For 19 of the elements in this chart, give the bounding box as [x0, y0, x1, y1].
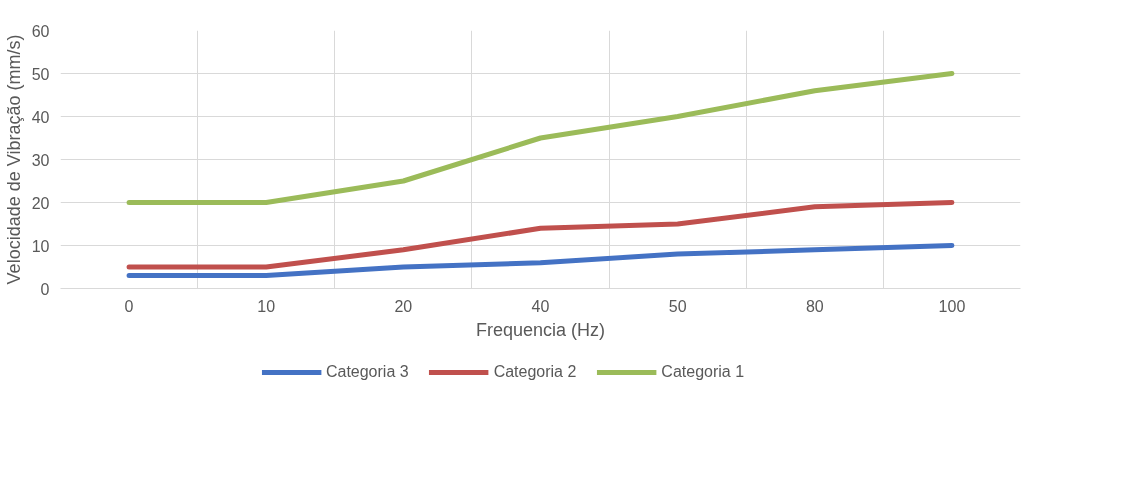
- y-tick-label: 40: [31, 108, 50, 126]
- x-axis-title: Frequencia (Hz): [475, 319, 606, 340]
- x-tick-label: 80: [805, 297, 824, 315]
- x-tick-label: 40: [531, 297, 550, 315]
- x-tick-label: 50: [668, 297, 687, 315]
- x-tick-label: 0: [124, 297, 134, 315]
- y-axis-title: Velocidade de Vibração (mm/s): [3, 34, 24, 285]
- y-tick-label: 50: [31, 65, 50, 83]
- y-tick-label: 10: [31, 237, 50, 255]
- y-tick-label: 0: [40, 280, 50, 298]
- x-tick-label: 20: [394, 297, 413, 315]
- x-tick-label: 10: [257, 297, 276, 315]
- legend-label: Categoria 3: [325, 363, 409, 381]
- legend-label: Categoria 1: [661, 363, 745, 381]
- y-tick-label: 20: [31, 194, 50, 212]
- x-tick-label: 100: [938, 297, 966, 315]
- legend-label: Categoria 2: [493, 363, 577, 381]
- y-tick-label: 60: [31, 22, 50, 40]
- y-tick-label: 30: [31, 151, 50, 169]
